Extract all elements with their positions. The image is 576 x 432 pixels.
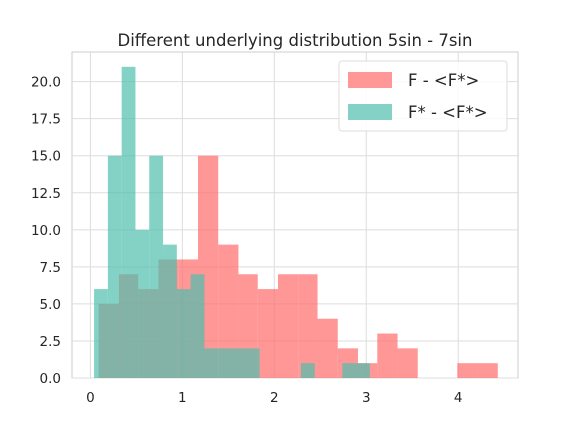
- x-tick-label: 0: [86, 390, 95, 406]
- y-tick-label: 15.0: [31, 149, 61, 165]
- bar-series-1-bin-10: [232, 348, 246, 378]
- bar-series-1-bin-19: [356, 363, 370, 378]
- y-axis-ticks: 0.0 2.5 5.0 7.5 10.0 12.5 15.0 17.5 20.0: [31, 75, 61, 387]
- chart-title: Different underlying distribution 5sin -…: [118, 31, 473, 50]
- bar-series-1-bin-6: [176, 289, 191, 378]
- bar-series-1-bin-18: [342, 363, 357, 378]
- bar-series-1-bin-3: [135, 229, 150, 378]
- bar-series-0-bin-8: [257, 289, 278, 378]
- bar-series-0-bin-18: [457, 363, 478, 378]
- x-tick-label: 1: [178, 390, 187, 406]
- bar-series-0-bin-15: [397, 348, 418, 378]
- legend: F - <F*> F* - <F*>: [338, 60, 508, 132]
- y-tick-label: 0.0: [40, 371, 61, 387]
- bar-series-1-bin-1: [107, 155, 122, 378]
- bar-series-1-bin-0: [94, 289, 108, 378]
- bar-series-0-bin-10: [298, 274, 318, 378]
- bar-series-0-bin-9: [277, 274, 299, 378]
- bar-series-1-bin-15: [300, 363, 315, 378]
- y-tick-label: 7.5: [40, 260, 61, 276]
- x-tick-label: 2: [270, 390, 279, 406]
- bar-series-1-bin-5: [163, 244, 177, 378]
- y-tick-label: 12.5: [31, 186, 61, 202]
- legend-label: F - <F*>: [408, 71, 479, 90]
- bar-series-0-bin-19: [477, 363, 498, 378]
- legend-swatch: [348, 72, 392, 88]
- x-tick-label: 3: [362, 390, 371, 406]
- bar-series-0-bin-6: [218, 244, 239, 378]
- y-tick-label: 5.0: [40, 297, 61, 313]
- x-axis-ticks: 0 1 2 3 4: [86, 390, 462, 406]
- legend-swatch: [348, 104, 392, 120]
- y-tick-label: 20.0: [31, 75, 61, 91]
- y-tick-label: 10.0: [31, 223, 61, 239]
- bar-series-0-bin-11: [317, 318, 338, 378]
- histogram-bars: [94, 66, 498, 379]
- bar-series-1-bin-4: [149, 155, 164, 378]
- x-tick-label: 4: [454, 390, 463, 406]
- bar-series-0-bin-14: [377, 333, 398, 378]
- bar-series-1-bin-7: [190, 274, 205, 378]
- bar-series-1-bin-11: [245, 348, 260, 378]
- bar-series-1-bin-2: [121, 66, 136, 379]
- bar-series-1-bin-8: [204, 348, 219, 378]
- y-tick-label: 17.5: [31, 112, 61, 128]
- legend-label: F* - <F*>: [408, 103, 488, 122]
- y-tick-label: 2.5: [40, 334, 61, 350]
- bar-series-1-bin-9: [218, 348, 233, 378]
